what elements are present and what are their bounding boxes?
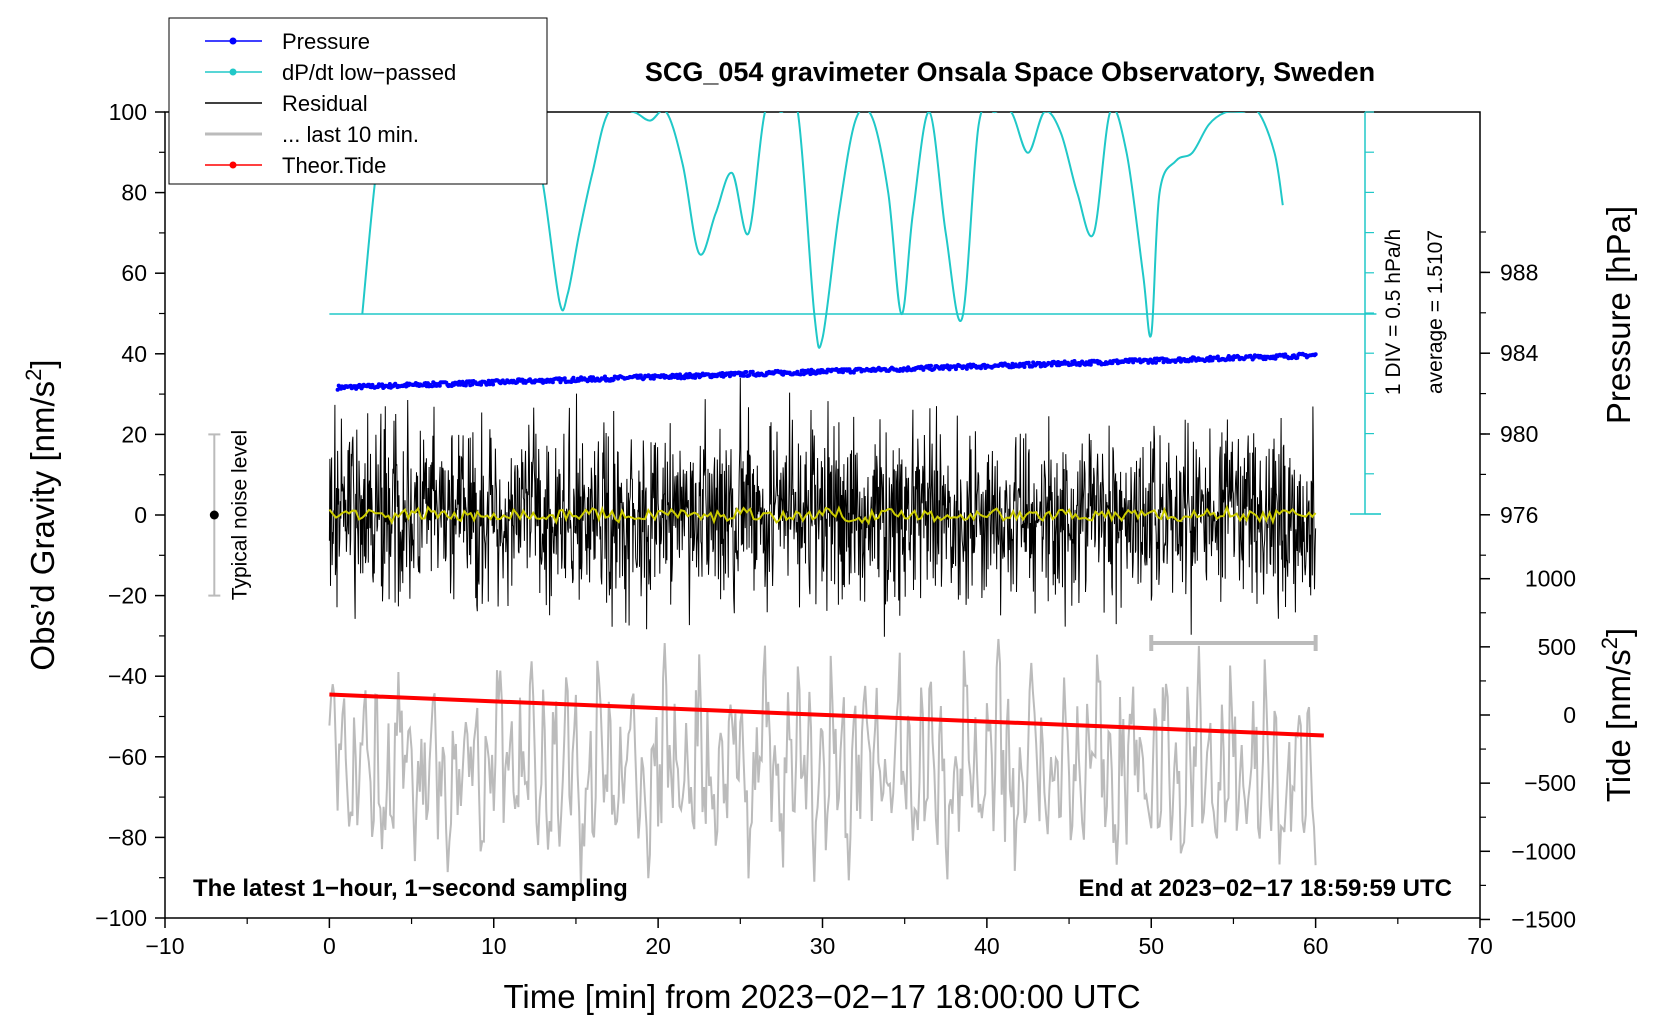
pressure-tick-label: 976: [1500, 502, 1538, 528]
y-tick-label: 60: [121, 260, 147, 286]
tide-label-close: ]: [1600, 628, 1637, 637]
legend-label: Pressure: [282, 29, 370, 54]
legend-marker: [229, 37, 237, 45]
x-tick-label: 0: [323, 933, 336, 959]
y-axis-label-tide: Tide [nm/s2]: [1597, 628, 1637, 802]
pressure-tick-label: 988: [1500, 259, 1538, 285]
y-tick-label: 0: [134, 502, 147, 528]
tide-tick-label: 500: [1538, 634, 1576, 660]
y-tick-label: 20: [121, 421, 147, 447]
traces: [208, 111, 1381, 887]
y-axis-label-left: Obs’d Gravity [nm/s2]: [21, 359, 61, 670]
x-axis-label: Time [min] from 2023−02−17 18:00:00 UTC: [503, 978, 1140, 1015]
residual-line: [328, 377, 1317, 637]
y-axis-label-pressure: Pressure [hPa]: [1600, 206, 1637, 424]
pressure-tick-label: 984: [1500, 340, 1539, 366]
x-tick-label: 50: [1138, 933, 1164, 959]
x-tick-label: 10: [481, 933, 507, 959]
pressure-tick-label: 980: [1500, 421, 1538, 447]
x-tick-label: 40: [974, 933, 1000, 959]
dpdt-average-label: average = 1.5107: [1424, 230, 1447, 394]
noise-label: Typical noise level: [228, 430, 251, 600]
tide-line: [329, 692, 1324, 738]
legend-marker: [229, 161, 237, 169]
chart-title: SCG_054 gravimeter Onsala Space Observat…: [645, 57, 1375, 87]
y-tick-label: 40: [121, 341, 147, 367]
tide-tick-label: 0: [1563, 702, 1576, 728]
legend-label: dP/dt low−passed: [282, 60, 456, 85]
legend-marker: [229, 68, 237, 76]
legend-box: [168, 17, 548, 185]
noise-bar-center: [209, 510, 219, 520]
footer-left: The latest 1−hour, 1−second sampling: [193, 875, 628, 902]
x-tick-label: 20: [645, 933, 671, 959]
last10-line: [328, 638, 1317, 887]
y-tick-label: −100: [95, 905, 147, 931]
tide-label-sup: 2: [1597, 637, 1622, 649]
y-axis-label-close: ]: [24, 359, 61, 368]
axes: −10 0 10 20 30 40 50 60 70−100−80−60−40−20020406…: [95, 99, 1576, 959]
legend-label: ... last 10 min.: [282, 122, 419, 147]
y-axis-label-main: Obs’d Gravity [nm/s: [24, 381, 61, 671]
tide-tick-label: −1500: [1511, 906, 1576, 932]
dpdt-line: [361, 112, 1284, 349]
y-tick-label: 100: [109, 99, 147, 125]
dpdt-scale-label: 1 DIV = 0.5 hPa/h: [1382, 229, 1405, 395]
pressure-points: [335, 351, 1318, 392]
x-tick-label: 60: [1303, 933, 1329, 959]
tide-label-main: Tide [nm/s: [1600, 649, 1637, 802]
legend: Pressure dP/dt low−passed Residual ... last…: [168, 17, 548, 185]
x-tick-label: 70: [1467, 933, 1493, 959]
y-tick-label: −60: [108, 744, 147, 770]
x-tick-label: −10: [145, 933, 184, 959]
legend-label: Residual: [282, 91, 368, 116]
footer-right: End at 2023−02−17 18:59:59 UTC: [1078, 875, 1452, 902]
labels: Typical noise level SCG_054 gravimeter On…: [21, 57, 1637, 1015]
legend-label: Theor.Tide: [282, 153, 386, 178]
y-tick-label: −80: [108, 824, 147, 850]
tide-tick-label: 1000: [1525, 566, 1576, 592]
tide-tick-label: −1000: [1511, 838, 1576, 864]
y-tick-label: −20: [108, 583, 147, 609]
x-tick-label: 30: [810, 933, 836, 959]
y-tick-label: −40: [108, 663, 147, 689]
tide-tick-label: −500: [1524, 770, 1576, 796]
y-tick-label: 80: [121, 180, 147, 206]
y-axis-label-sup: 2: [21, 369, 46, 381]
residual-smoothed-line: [328, 504, 1317, 526]
